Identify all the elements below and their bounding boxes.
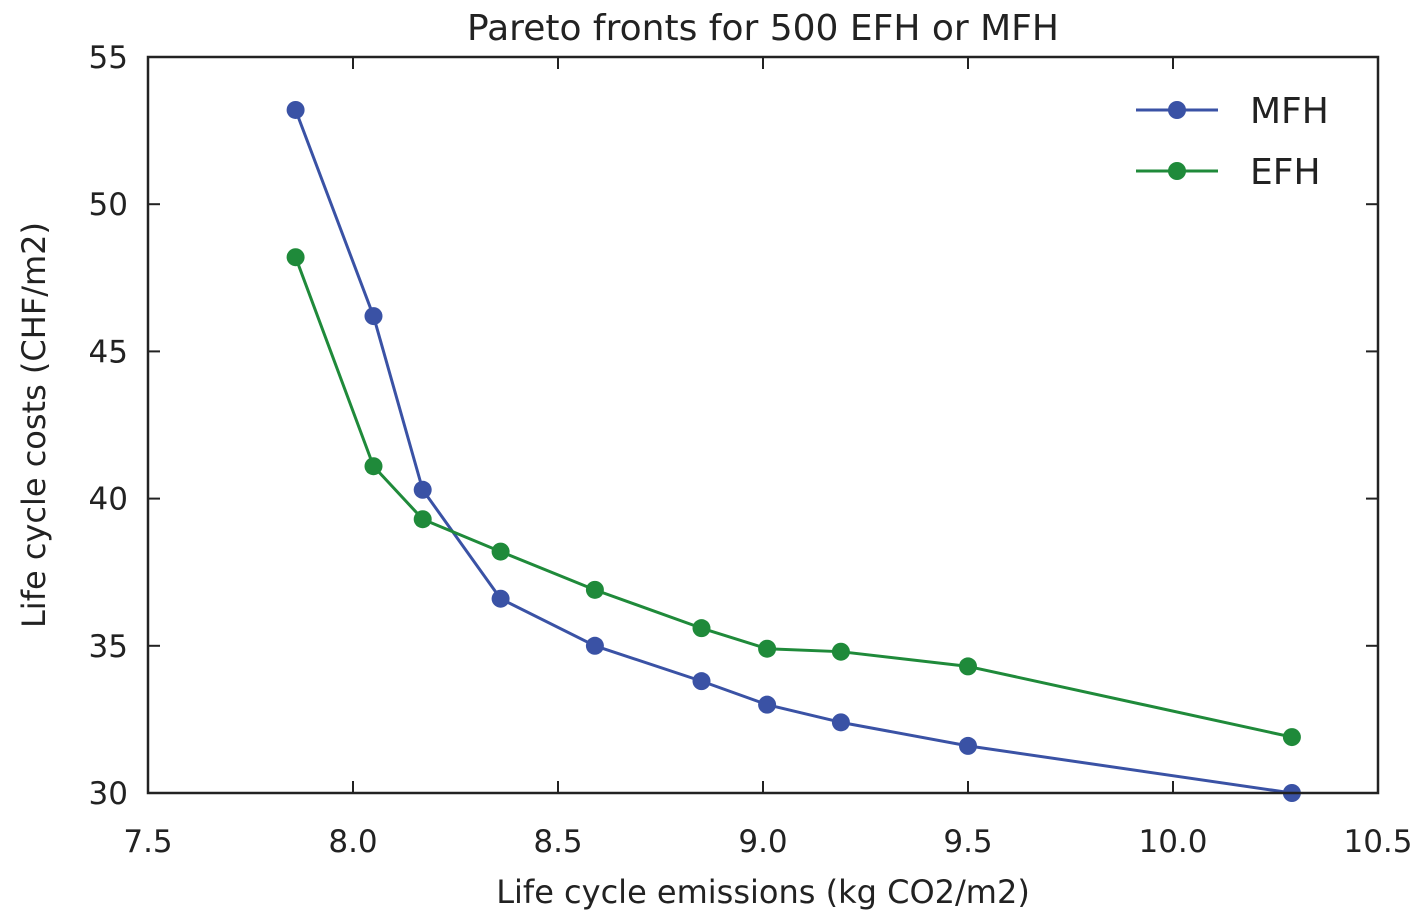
y-tick-label: 50 <box>89 187 128 223</box>
x-tick-label: 10.0 <box>1138 824 1207 860</box>
data-point-mfh <box>585 636 604 655</box>
y-axis-title: Life cycle costs (CHF/m2) <box>15 222 53 628</box>
series-layer <box>286 100 1301 802</box>
y-tick-label: 30 <box>89 776 128 812</box>
x-tick-labels: 7.5 8.0 8.5 9.0 9.5 10.0 10.5 <box>123 824 1412 860</box>
series-efh <box>286 248 1301 747</box>
plot-frame <box>146 55 1380 795</box>
data-point-efh <box>758 639 777 658</box>
legend-item-efh: EFH <box>1136 152 1321 193</box>
data-point-efh <box>1282 728 1301 747</box>
data-point-efh <box>585 580 604 599</box>
data-point-efh <box>831 642 850 661</box>
data-point-mfh <box>364 307 383 326</box>
x-tick-label: 10.5 <box>1343 824 1412 860</box>
legend-item-mfh: MFH <box>1136 91 1329 132</box>
data-point-mfh <box>831 713 850 732</box>
data-point-efh <box>692 619 711 638</box>
x-tick-label: 9.0 <box>738 824 787 860</box>
series-line-efh <box>294 256 1293 739</box>
data-point-efh <box>959 657 977 676</box>
series-line-mfh <box>294 109 1293 795</box>
y-tick-label: 55 <box>89 40 128 76</box>
legend: MFH EFH <box>1136 91 1329 193</box>
legend-label-efh: EFH <box>1250 152 1321 193</box>
y-tick-label: 40 <box>89 482 128 518</box>
data-point-efh <box>413 510 432 529</box>
data-point-efh <box>364 457 383 476</box>
legend-marker-mfh <box>1168 101 1186 119</box>
data-point-mfh <box>286 100 305 119</box>
chart-title: Pareto fronts for 500 EFH or MFH <box>467 8 1059 49</box>
data-point-mfh <box>692 672 711 691</box>
legend-marker-efh <box>1168 162 1186 180</box>
data-point-mfh <box>491 589 510 608</box>
x-tick-label: 9.5 <box>943 824 992 860</box>
x-tick-label: 8.5 <box>533 824 582 860</box>
y-tick-label: 45 <box>89 334 128 370</box>
axis-ticks <box>147 56 1379 794</box>
data-point-mfh <box>413 480 432 499</box>
x-tick-label: 8.0 <box>328 824 377 860</box>
legend-label-mfh: MFH <box>1250 91 1329 132</box>
x-axis-title: Life cycle emissions (kg CO2/m2) <box>496 873 1030 911</box>
data-point-efh <box>491 542 510 561</box>
data-point-efh <box>286 248 305 267</box>
data-point-mfh <box>758 695 777 714</box>
series-mfh <box>286 100 1301 802</box>
data-point-mfh <box>959 736 977 755</box>
y-tick-label: 35 <box>89 629 128 665</box>
y-tick-labels: 30 35 40 45 50 55 <box>89 40 128 812</box>
x-tick-label: 7.5 <box>123 824 172 860</box>
